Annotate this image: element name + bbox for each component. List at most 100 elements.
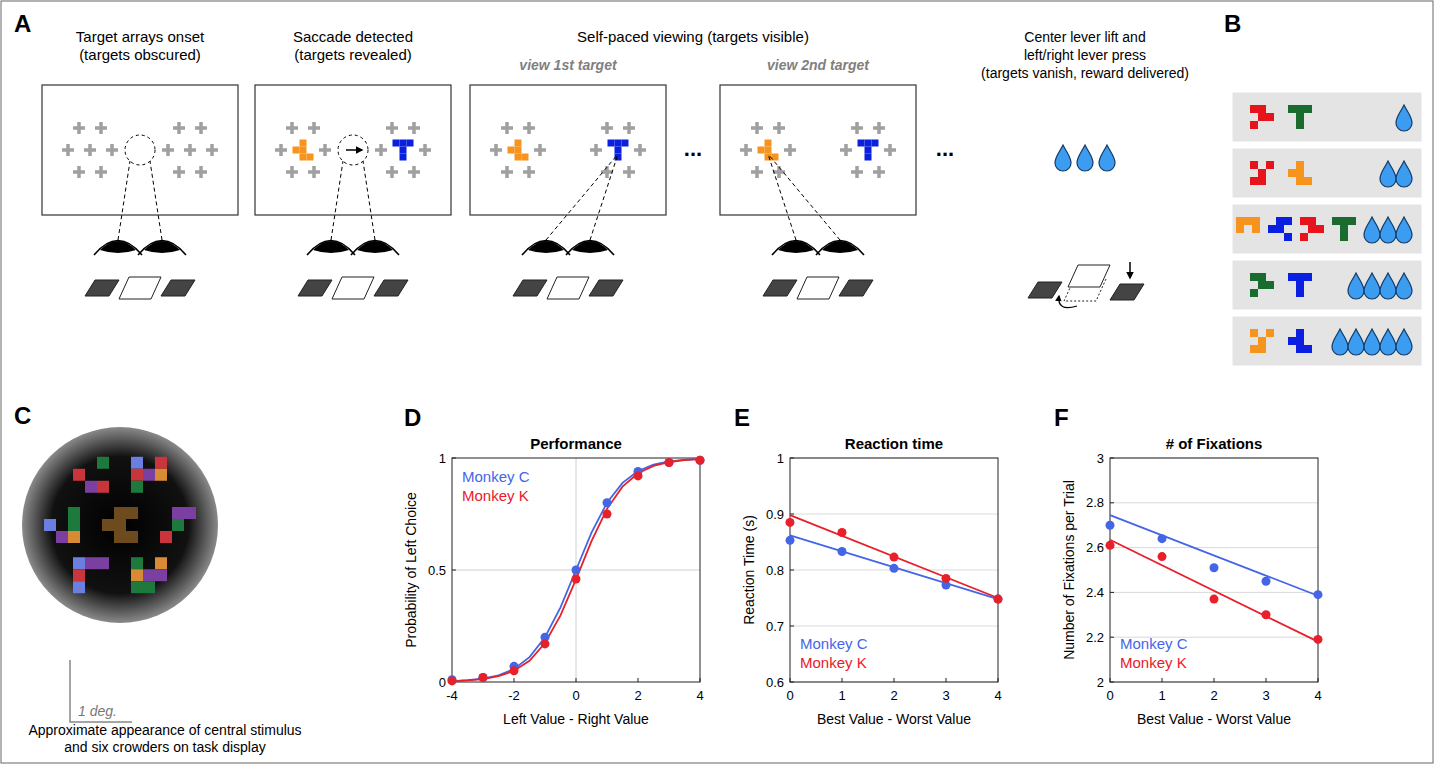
drop xyxy=(1077,145,1093,171)
data-point xyxy=(1262,577,1271,586)
stimulus-cell xyxy=(300,147,307,154)
step-title: left/right lever press xyxy=(1024,47,1146,63)
data-point xyxy=(479,673,488,682)
legend-entry: Monkey K xyxy=(462,487,529,504)
drop xyxy=(1055,145,1071,171)
stimulus-cell xyxy=(1258,169,1266,177)
reward-drops xyxy=(1055,145,1115,171)
frame xyxy=(1,1,1433,763)
crowder-cell xyxy=(143,581,155,593)
step-subtitle: view 2nd target xyxy=(767,57,870,73)
crowder-cell xyxy=(131,469,143,481)
drop xyxy=(1380,329,1396,355)
data-point xyxy=(890,553,899,562)
crowder-cell xyxy=(73,581,85,593)
stimulus-cell xyxy=(1250,177,1258,185)
crowder-cell xyxy=(68,531,80,543)
stimulus-cell xyxy=(307,154,314,161)
row-drops xyxy=(1380,161,1412,187)
placeholder-cross xyxy=(534,144,546,156)
panel-letter: B xyxy=(1224,10,1241,37)
drop xyxy=(1380,273,1396,299)
stimulus xyxy=(1268,217,1292,241)
eye xyxy=(528,241,564,253)
lever xyxy=(161,280,195,296)
x-tick xyxy=(638,678,639,682)
placeholder-cross xyxy=(634,144,646,156)
screen xyxy=(470,85,666,215)
panel-letter: F xyxy=(1054,404,1069,431)
stimulus-cell xyxy=(1340,225,1348,233)
stimulus-cell xyxy=(1266,329,1274,337)
eye xyxy=(100,241,136,253)
step-title: Center lever lift and xyxy=(1024,29,1145,45)
stimulus xyxy=(858,140,879,161)
stimulus xyxy=(758,140,779,161)
data-point xyxy=(994,595,1003,604)
stimulus-cell xyxy=(400,154,407,161)
placeholder-cross xyxy=(286,122,298,134)
stimulus-cell xyxy=(508,147,515,154)
grid-line xyxy=(1110,502,1318,503)
crowder-cell xyxy=(68,507,80,519)
x-tick-label: 4 xyxy=(994,688,1001,703)
placeholder-cross xyxy=(308,166,320,178)
stimulus-cell xyxy=(1258,273,1266,281)
eye-lid xyxy=(351,241,399,256)
axes-box xyxy=(1110,458,1318,682)
stimulus-cell xyxy=(400,147,407,154)
data-point xyxy=(838,528,847,537)
y-tick-label: 2.6 xyxy=(1086,540,1104,555)
placeholder-cross xyxy=(95,166,107,178)
y-tick-label: 0.7 xyxy=(766,619,784,634)
y-tick xyxy=(452,458,456,459)
reward-row xyxy=(1232,92,1422,142)
target-cell xyxy=(114,519,126,531)
screen xyxy=(42,85,238,215)
placeholder-cross xyxy=(162,144,174,156)
x-tick xyxy=(1110,678,1111,682)
gaze-line xyxy=(768,154,840,240)
y-tick xyxy=(1110,592,1114,593)
lever xyxy=(1068,265,1110,287)
y-tick-label: 0.9 xyxy=(766,507,784,522)
stimulus-cell xyxy=(1304,345,1312,353)
eye-lid xyxy=(94,241,142,256)
stimulus-cell xyxy=(1266,161,1274,169)
step-title: Self-paced viewing (targets visible) xyxy=(577,28,809,45)
crowder-cell xyxy=(73,569,85,581)
crowder-cell xyxy=(155,569,167,581)
panel-letter: E xyxy=(734,404,750,431)
x-tick-label: 1 xyxy=(1158,688,1165,703)
stimulus xyxy=(1288,161,1312,185)
row-drops xyxy=(1396,105,1412,131)
drop xyxy=(1396,105,1412,131)
y-axis-title: Reaction Time (s) xyxy=(741,515,757,625)
x-tick-label: 2 xyxy=(634,688,641,703)
data-point xyxy=(1314,590,1323,599)
placeholder-cross xyxy=(62,144,74,156)
placeholder-cross xyxy=(740,144,752,156)
grid-line xyxy=(790,626,998,627)
stimulus-cell xyxy=(1252,217,1260,225)
data-point xyxy=(1106,521,1115,530)
crowder-cell xyxy=(184,507,196,519)
step-title: (targets obscured) xyxy=(79,46,201,63)
stimulus-cell xyxy=(1258,281,1266,289)
scale-bar xyxy=(70,660,132,722)
placeholder-cross xyxy=(751,122,763,134)
panel-letter: D xyxy=(404,404,421,431)
x-tick-label: 1 xyxy=(838,688,845,703)
stimulus-cell xyxy=(515,147,522,154)
reward-row xyxy=(1232,260,1422,310)
stimulus xyxy=(1250,105,1274,129)
data-point xyxy=(1158,534,1167,543)
grid-line xyxy=(1110,547,1318,548)
placeholder-cross xyxy=(286,166,298,178)
stimulus-cell xyxy=(1296,289,1304,297)
crowder-cell xyxy=(131,569,143,581)
stimulus-cell xyxy=(1284,233,1292,241)
stimulus-cell xyxy=(1296,105,1304,113)
placeholder-cross xyxy=(195,166,207,178)
y-tick xyxy=(790,682,794,683)
